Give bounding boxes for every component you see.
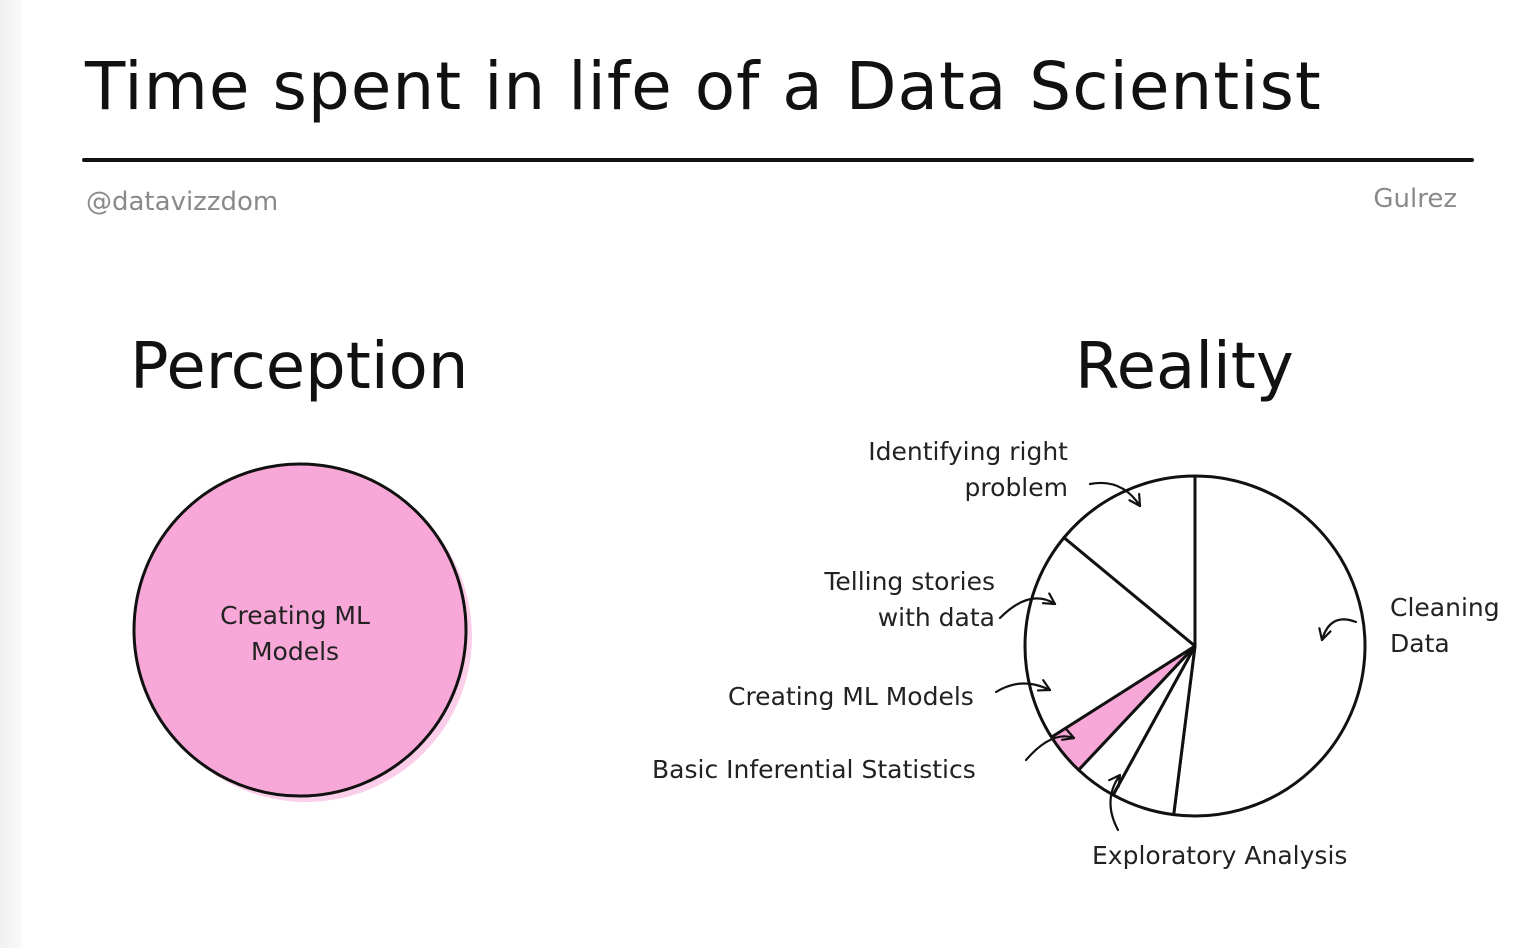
reality-label-telling-stories-with-data: Telling stories with data [823,567,995,632]
reality-label-exploratory-analysis: Exploratory Analysis [1092,841,1347,870]
title-divider [82,158,1474,162]
reality-label-creating-ml-models: Creating ML Models [728,682,974,711]
reality-arrowhead-creating-ml-models [1036,679,1052,692]
page-edge-shadow [0,0,22,948]
reality-slice-identifying-right-problem [1062,474,1197,648]
reality-arrow-cleaning-data [1320,618,1358,642]
perception-title: Perception [130,330,469,404]
reality-arrow-exploratory-analysis [1109,773,1122,832]
reality-label-identifying-right-problem: Identifying right problem [868,437,1068,502]
credit-handle: @datavizzdom [86,187,279,217]
reality-arrow-telling-stories-with-data [998,597,1057,620]
reality-slice-cleaning-data [1172,474,1367,818]
perception-slice-creating-ml-models [132,462,468,798]
credit-author: Gulrez [1373,184,1457,214]
reality-label-basic-inferential-statistics: Basic Inferential Statistics [652,755,976,784]
reality-title: Reality [1075,330,1294,404]
reality-arrowhead-exploratory-analysis [1108,773,1122,789]
reality-arrowhead-identifying-right-problem [1128,492,1142,508]
page-title: Time spent in life of a Data Scientist [85,48,1322,125]
perception-label-creating-ml-models: Creating ML Models [220,601,370,666]
reality-arrowhead-telling-stories-with-data [1041,592,1057,606]
reality-arrow-creating-ml-models [994,682,1052,694]
reality-slice-telling-stories-with-data [1023,536,1197,739]
reality-arrow-basic-inferential-statistics [1024,735,1076,762]
reality-arrow-identifying-right-problem [1088,481,1142,508]
reality-arrowhead-basic-inferential-statistics [1061,727,1076,741]
reality-label-cleaning-data: Cleaning Data [1390,593,1500,658]
reality-arrowhead-cleaning-data [1318,627,1332,642]
